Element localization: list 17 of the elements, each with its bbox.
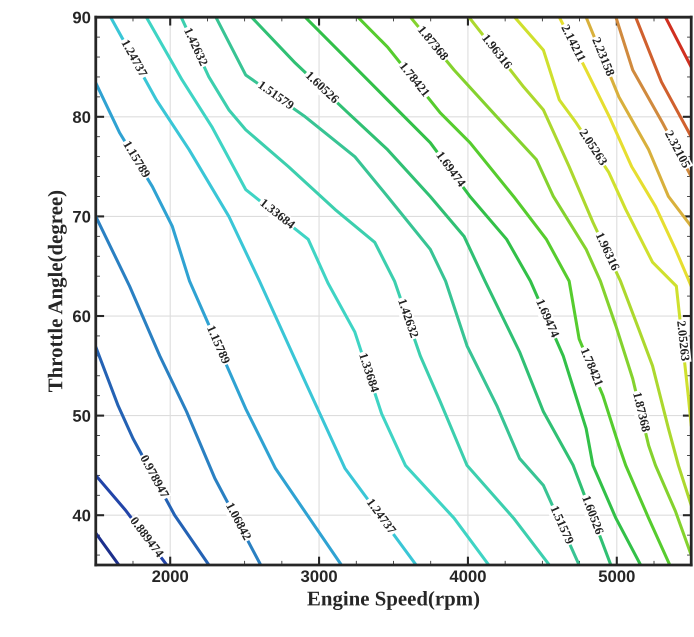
x-tick-label: 3000 [300, 570, 337, 582]
x-tick-label: 2000 [152, 570, 188, 582]
x-tick-label: 5000 [598, 570, 635, 582]
text: 1.33684 [359, 352, 380, 393]
y-tick-label: 70 [73, 210, 90, 223]
text: 1.87368 [633, 392, 650, 432]
x-tick-label: 4000 [450, 570, 486, 582]
y-tick-label: 40 [72, 510, 90, 522]
text: 1.60526 [582, 495, 604, 535]
text: 1.42632 [398, 298, 419, 338]
x-axis-title: Engine Speed(rpm) [307, 590, 480, 610]
y-tick-label: 50 [72, 410, 90, 422]
y-tick-label: 60 [72, 310, 90, 322]
text: 2.05263 [677, 320, 690, 362]
y-tick-label: 90 [72, 12, 90, 24]
y-axis-title: Throttle Angle(degree) [48, 190, 67, 392]
y-tick-label: 80 [72, 111, 90, 124]
